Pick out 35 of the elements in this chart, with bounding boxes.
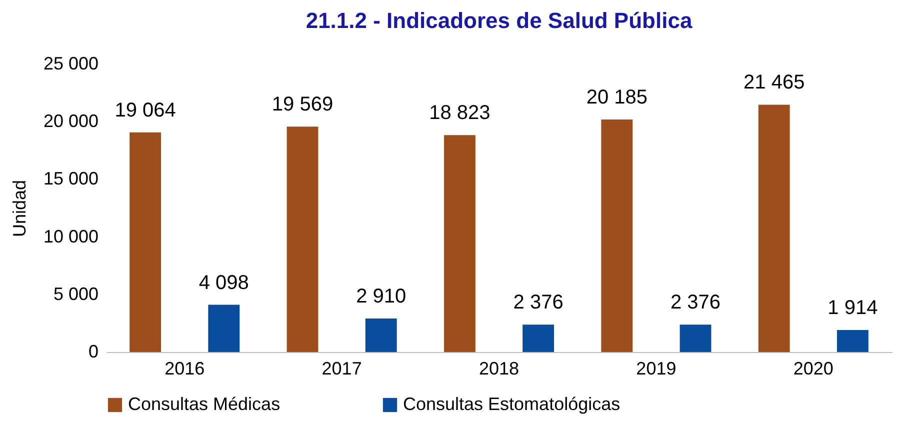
- x-tick-label: 2017: [322, 358, 362, 378]
- data-label: 19 569: [272, 94, 334, 116]
- bar: [836, 330, 868, 352]
- bar: [680, 324, 712, 352]
- legend-label: Consultas Médicas: [128, 394, 280, 414]
- data-label: 2 376: [513, 292, 564, 314]
- y-tick-label: 0: [88, 342, 98, 362]
- bar: [601, 119, 633, 352]
- bar: [365, 318, 397, 352]
- data-label: 1 914: [828, 296, 878, 319]
- y-tick-label: 20 000: [43, 111, 98, 132]
- y-tick-label: 25 000: [43, 54, 98, 74]
- y-tick-label: 10 000: [43, 226, 98, 246]
- bar: [758, 104, 790, 352]
- bar: [286, 126, 318, 352]
- data-label: 2 910: [356, 285, 406, 308]
- bar: [444, 135, 476, 352]
- x-tick-label: 2020: [793, 358, 834, 378]
- data-label: 2 376: [670, 292, 721, 314]
- data-label: 20 185: [586, 86, 648, 108]
- bar: [208, 304, 240, 352]
- data-label: 4 098: [198, 272, 249, 294]
- bar: [522, 324, 554, 352]
- y-axis-title: Unidad: [9, 180, 30, 238]
- x-tick-label: 2019: [636, 358, 676, 378]
- data-label: 21 465: [744, 72, 805, 94]
- data-label: 18 823: [429, 102, 490, 124]
- chart-title: 21.1.2 - Indicadores de Salud Pública: [306, 8, 693, 33]
- y-tick-label: 5 000: [53, 284, 98, 304]
- x-tick-label: 2016: [164, 358, 205, 378]
- y-tick-label: 15 000: [43, 168, 98, 189]
- x-tick-label: 2018: [478, 358, 520, 378]
- bar: [130, 132, 162, 352]
- data-label: 19 064: [114, 99, 176, 122]
- legend-label: Consultas Estomatológicas: [403, 394, 620, 414]
